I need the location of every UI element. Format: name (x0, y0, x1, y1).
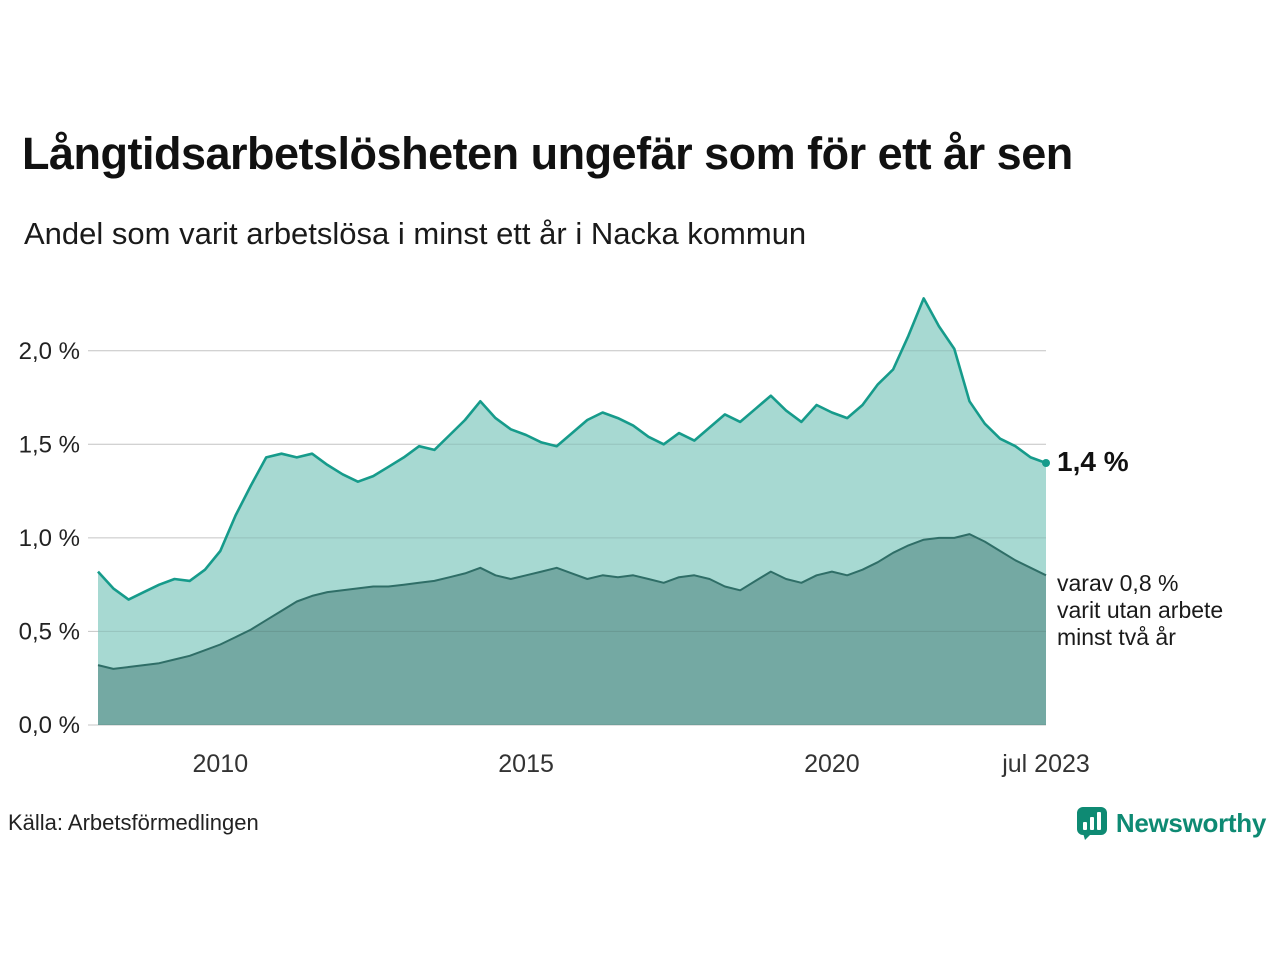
chart-subtitle: Andel som varit arbetslösa i minst ett å… (24, 216, 807, 251)
svg-text:0,5 %: 0,5 % (19, 618, 80, 645)
svg-text:2,0 %: 2,0 % (19, 338, 80, 365)
secondary-annotation: varav 0,8 % varit utan arbete minst två … (1057, 570, 1223, 651)
svg-text:2020: 2020 (804, 750, 860, 778)
newsworthy-logo: Newsworthy (1076, 806, 1266, 840)
secondary-annotation-line: varit utan arbete (1057, 597, 1224, 623)
secondary-annotation-line: minst två år (1057, 624, 1176, 650)
secondary-annotation-line: varav 0,8 % (1057, 570, 1179, 596)
svg-text:jul 2023: jul 2023 (1001, 750, 1090, 778)
svg-text:0,0 %: 0,0 % (19, 712, 80, 739)
svg-text:2010: 2010 (192, 750, 248, 778)
chart-title: Långtidsarbetslösheten ungefär som för e… (22, 128, 1073, 179)
svg-text:1,5 %: 1,5 % (19, 431, 80, 458)
svg-text:2015: 2015 (498, 750, 554, 778)
newsworthy-logo-icon (1076, 807, 1107, 840)
newsworthy-logo-text: Newsworthy (1115, 807, 1266, 838)
source-label: Källa: Arbetsförmedlingen (8, 810, 259, 835)
latest-value-label: 1,4 % (1057, 446, 1129, 477)
svg-text:1,0 %: 1,0 % (19, 525, 80, 552)
